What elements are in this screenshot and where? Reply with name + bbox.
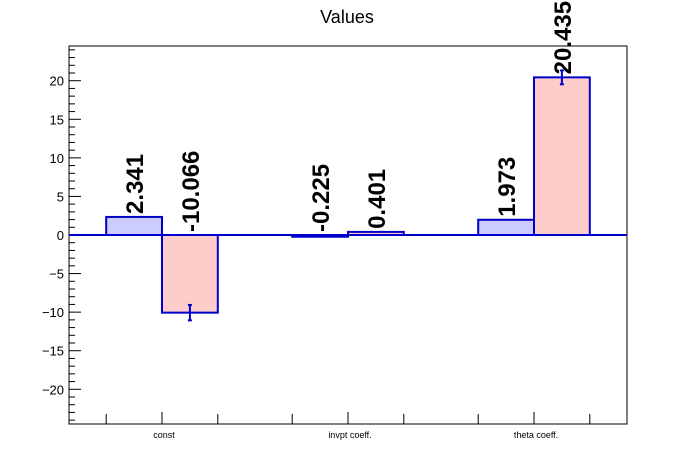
bar xyxy=(533,76,591,237)
chart-title: Values xyxy=(320,7,374,27)
y-tick-label: 20 xyxy=(50,74,64,89)
bar xyxy=(105,215,163,236)
plot-area: −20 −15 −10 −5 0 5 10 15 20 const invpt coeff. thet… xyxy=(42,1,628,440)
bar-value-label: 1.973 xyxy=(494,157,521,217)
y-tick-label: −20 xyxy=(42,382,64,397)
y-tick-label: 15 xyxy=(50,112,64,127)
x-category-label: const xyxy=(153,430,175,440)
bar-value-label: 0.401 xyxy=(364,169,391,229)
bar xyxy=(477,218,536,236)
bar-value-label: 20.435 xyxy=(550,1,577,74)
y-tick-label: −15 xyxy=(42,344,64,359)
bar-value-label: -10.066 xyxy=(178,151,205,232)
y-tick-label: 5 xyxy=(57,189,64,204)
bar-value-label: -0.225 xyxy=(308,164,335,232)
y-tick-label: −10 xyxy=(42,305,64,320)
bar xyxy=(161,234,219,314)
x-category-label: theta coeff. xyxy=(514,430,558,440)
bar-value-label: 2.341 xyxy=(122,154,149,214)
y-tick-label: 0 xyxy=(57,228,64,243)
y-tick-label: 10 xyxy=(50,151,64,166)
y-tick-label: −5 xyxy=(49,267,64,282)
x-category-label: invpt coeff. xyxy=(328,430,371,440)
